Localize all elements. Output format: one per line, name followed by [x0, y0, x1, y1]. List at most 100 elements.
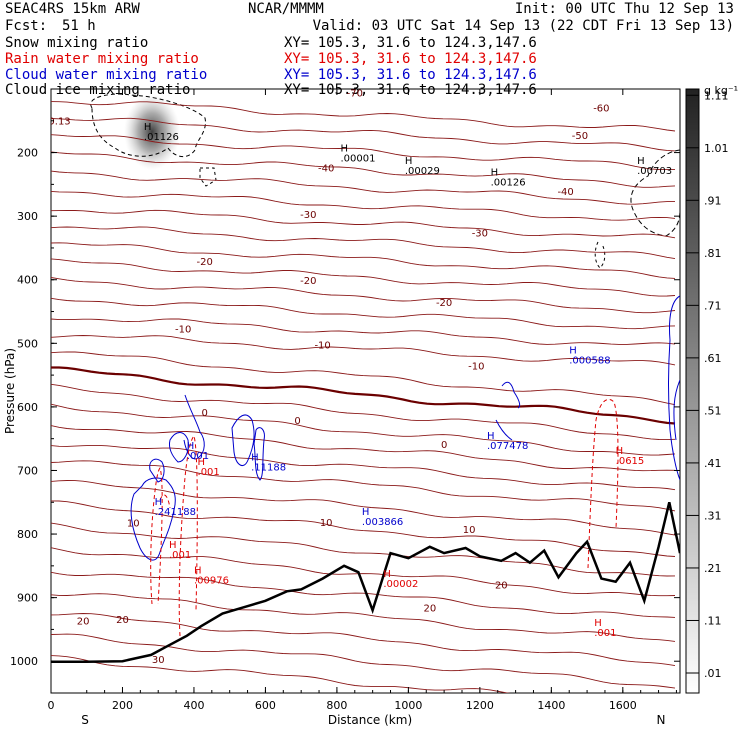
isotherm-label: -20	[436, 298, 452, 309]
colorbar-tick-label: .11	[704, 614, 722, 627]
maximum-marker: H	[491, 168, 499, 179]
isotherm-line	[51, 209, 676, 239]
x-axis-label: Distance (km)	[328, 713, 412, 727]
isotherm-line	[51, 226, 676, 260]
isotherm-line	[51, 383, 676, 441]
colorbar-unit: g kg⁻¹	[704, 84, 738, 97]
rain-water-contour	[150, 467, 163, 605]
temperature-isotherms	[51, 101, 676, 693]
cloud-ice-contour	[594, 241, 606, 269]
isotherm-label: -10	[314, 340, 330, 351]
isotherm-label: -40	[557, 187, 573, 198]
cloud-water-contour	[130, 477, 176, 561]
maximum-marker: H	[144, 122, 152, 133]
maximum-value: .077478	[487, 441, 528, 452]
maximum-value: .0615	[616, 456, 645, 467]
y-tick-label: 400	[17, 274, 38, 287]
colorbar-tick-label: .51	[704, 404, 722, 417]
y-tick-label: 800	[17, 528, 38, 541]
field-xy-cloud-water: XY= 105.3, 31.6 to 124.3,147.6	[284, 67, 537, 83]
isotherm-line	[51, 335, 676, 366]
isotherm-label: 10	[463, 525, 476, 536]
isotherm-line	[51, 613, 676, 667]
isotherm-line	[51, 655, 511, 693]
x-tick-label: 0	[48, 699, 55, 712]
isotherm-label: -50	[572, 131, 588, 142]
isotherm-line	[51, 190, 676, 221]
isotherm-line	[51, 593, 676, 642]
x-tick-label: 1400	[537, 699, 565, 712]
isotherm-line	[51, 117, 676, 152]
maximum-value: .003866	[362, 517, 403, 528]
rain-water-contours	[150, 398, 619, 637]
rain-water-contour	[587, 398, 619, 569]
center-title: NCAR/MMMM	[248, 1, 324, 17]
isotherm-line	[51, 258, 676, 297]
maximum-value: .00002	[383, 579, 418, 590]
forecast-hours: 51 h	[62, 18, 96, 34]
maximum-value: .00976	[194, 576, 229, 587]
colorbar-tick-label: .21	[704, 562, 722, 575]
x-axis-south-label: S	[81, 713, 89, 727]
maximum-value: .01126	[144, 132, 179, 143]
colorbar-tick-label: .41	[704, 457, 722, 470]
x-tick-label: 600	[255, 699, 276, 712]
x-tick-label: 800	[326, 699, 347, 712]
colorbar-tick-label: .71	[704, 299, 722, 312]
maximum-marker: H	[169, 540, 177, 551]
x-tick-label: 1200	[466, 699, 494, 712]
colorbar-tick-label: .31	[704, 509, 722, 522]
isotherm-label: 0	[441, 440, 447, 451]
maximum-marker: H	[198, 457, 206, 468]
valid-time: Valid: 03 UTC Sat 14 Sep 13 (22 CDT Fri …	[313, 18, 734, 34]
y-tick-label: 200	[17, 147, 38, 160]
cloud-water-contour	[673, 379, 680, 441]
cloud-water-contour	[231, 414, 255, 467]
isotherm-label: -80.13	[38, 117, 70, 128]
init-time: Init: 00 UTC Thu 12 Sep 13	[515, 1, 734, 17]
isotherm-label: 20	[495, 581, 508, 592]
colorbar-tick-label: .61	[704, 352, 722, 365]
isotherm-line	[51, 134, 676, 171]
maximum-marker: H	[569, 346, 577, 357]
field-name-rain: Rain water mixing ratio	[5, 51, 199, 67]
maximum-marker: H	[405, 156, 413, 167]
isotherm-label: 20	[423, 604, 436, 615]
isotherm-label: 30	[152, 655, 165, 666]
isotherm-zero	[51, 366, 676, 425]
maximum-marker: H	[616, 446, 624, 457]
isotherm-line	[51, 170, 676, 205]
y-tick-label: 600	[17, 401, 38, 414]
maximum-value: .241188	[155, 507, 196, 518]
isotherm-label: 0	[294, 416, 300, 427]
maximum-value: .00126	[491, 178, 526, 189]
cloud-water-contour	[495, 419, 513, 441]
maximum-value: .11188	[251, 462, 286, 473]
cloud-water-contour	[183, 394, 205, 460]
isotherm-line	[51, 297, 676, 330]
colorbar-tick-label: .91	[704, 194, 722, 207]
cloud-ice-contour	[630, 149, 680, 237]
cloud-water-contour	[149, 458, 165, 483]
x-tick-label: 1000	[394, 699, 422, 712]
maximum-value: .001	[187, 451, 209, 462]
snow-mixing-ratio-max-shading	[124, 94, 180, 170]
rain-water-contour	[159, 494, 171, 509]
isotherm-line	[51, 403, 676, 456]
maximum-marker: H	[637, 156, 645, 167]
colorbar: g kg⁻¹ 1.11 1.01 .91 .81 .71 .61 .51 .41 .31 .21.…	[685, 84, 738, 694]
isotherm-label: -20	[300, 276, 316, 287]
isotherm-label: 20	[77, 616, 90, 627]
forecast-label: Fcst:	[5, 18, 47, 34]
cloud-water-contour	[501, 381, 521, 409]
maximum-value: .000588	[569, 356, 610, 367]
maximum-value: .001	[169, 550, 191, 561]
isotherm-line	[51, 522, 676, 577]
colorbar-tick-label: 1.01	[704, 142, 729, 155]
y-tick-label: 500	[17, 337, 38, 350]
isotherm-label: -10	[468, 361, 484, 372]
isotherm-label: -60	[593, 103, 609, 114]
maximum-marker: H	[340, 143, 348, 154]
